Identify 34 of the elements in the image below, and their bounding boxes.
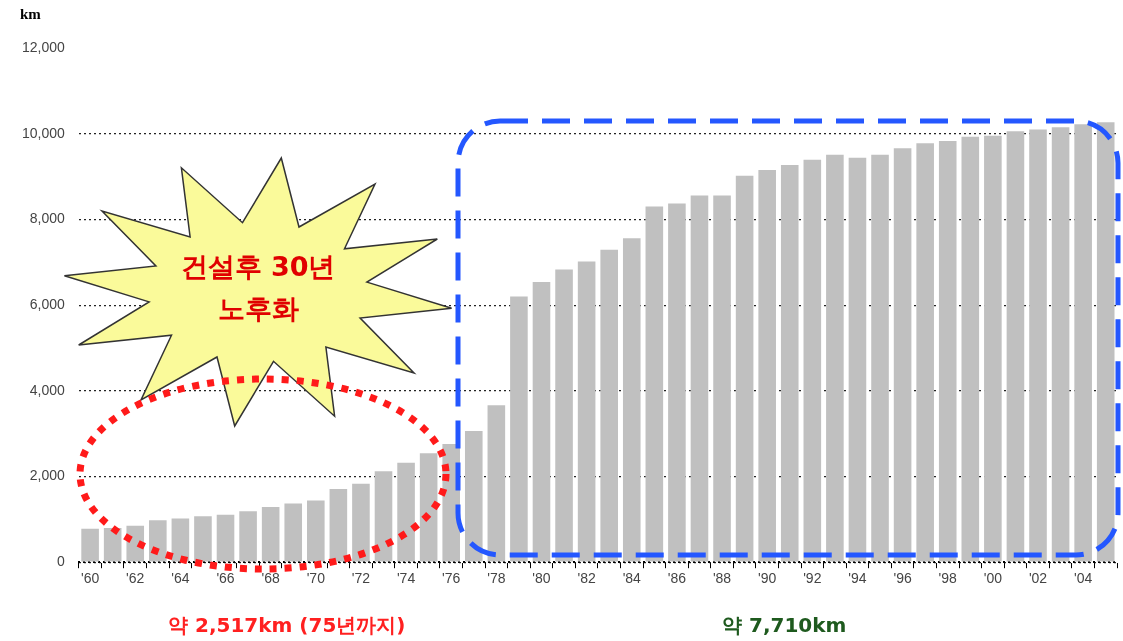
x-tick-label: '74 — [396, 570, 416, 587]
y-tick-label: 6,000 — [29, 295, 66, 312]
x-tick-label: '70 — [306, 570, 326, 587]
y-tick-label: 8,000 — [29, 210, 66, 227]
text: 약 7,710km — [722, 612, 847, 639]
x-tick-label: '82 — [577, 570, 596, 587]
x-tick-label: '92 — [803, 570, 822, 587]
x-tick-label: '66 — [216, 570, 235, 587]
y-tick-label: 4,000 — [29, 381, 66, 398]
x-tick-label: '80 — [532, 570, 551, 587]
x-tick-label: '88 — [712, 570, 732, 587]
x-tick-label: '78 — [487, 570, 506, 587]
x-tick-label: '84 — [622, 570, 642, 587]
x-tick-label: '98 — [938, 570, 958, 587]
y-tick-label: 12,000 — [21, 38, 66, 55]
x-tick-label: '72 — [351, 570, 371, 587]
y-tick-label: 0 — [57, 553, 66, 570]
x-tick-label: '96 — [893, 570, 912, 587]
y-tick-label: 2,000 — [29, 467, 66, 484]
x-tick-label: '62 — [126, 570, 145, 587]
x-tick-label: '90 — [758, 570, 777, 587]
y-axis-title: km — [20, 6, 41, 23]
x-tick-label: '86 — [667, 570, 687, 587]
x-tick-label: '02 — [1028, 570, 1048, 587]
y-tick-label: 10,000 — [21, 124, 66, 141]
x-tick-label: '68 — [261, 570, 280, 587]
x-tick-label: '04 — [1074, 570, 1093, 587]
annotation: 건설후 30년 노후화 — [179, 250, 337, 326]
x-tick-label: '00 — [983, 570, 1003, 587]
x-tick-label: '60 — [80, 570, 100, 587]
x-tick-label: '94 — [848, 570, 867, 587]
x-tick-label: '64 — [171, 570, 190, 587]
text: 약 2,517km (75년까지) — [168, 612, 406, 639]
x-tick-label: '76 — [442, 570, 461, 587]
